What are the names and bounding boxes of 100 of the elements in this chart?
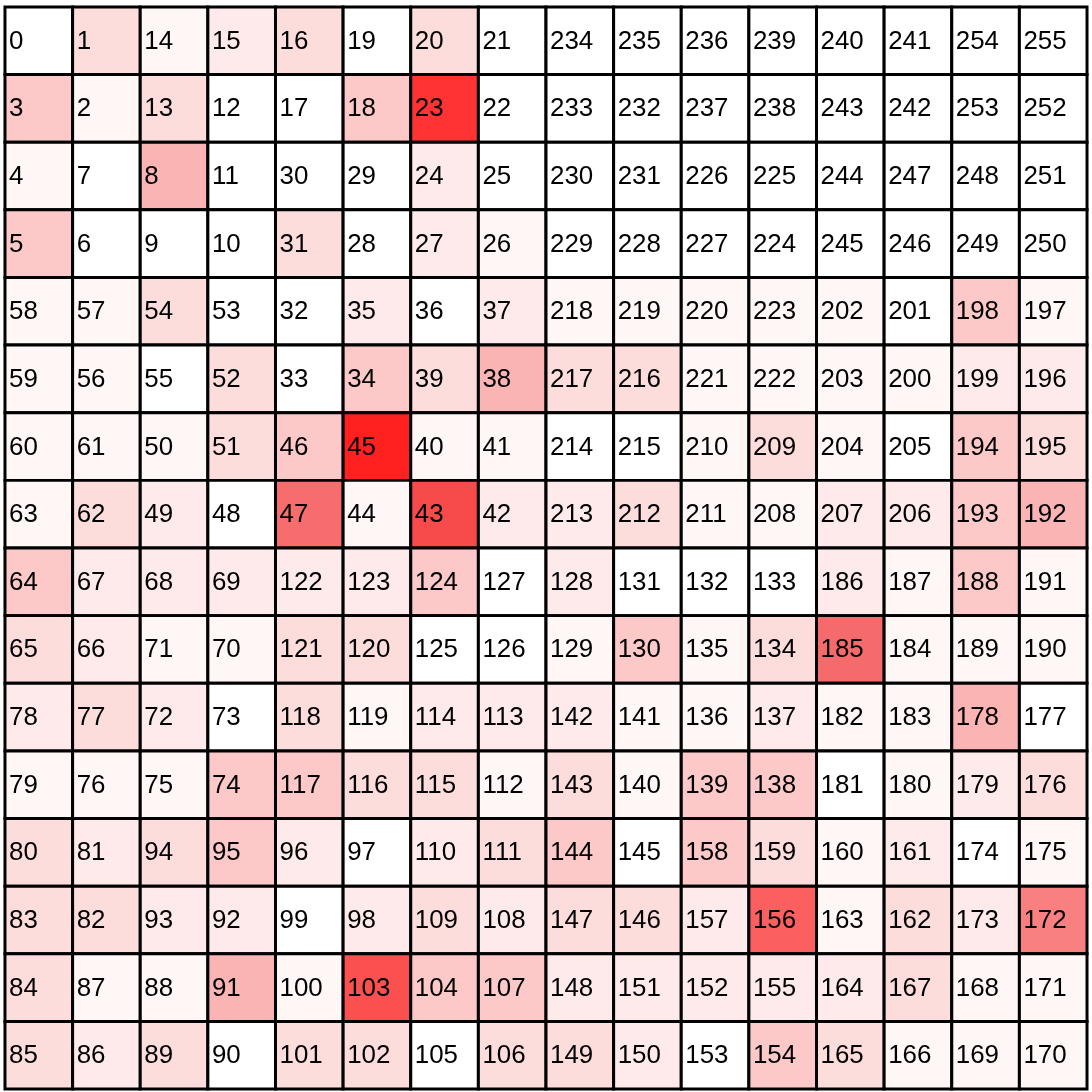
data-label: 12 <box>211 93 241 122</box>
data-label: 36 <box>414 296 444 325</box>
data-label: 105 <box>414 1040 459 1069</box>
data-label: 247 <box>888 161 932 190</box>
data-label: 144 <box>550 837 594 866</box>
data-label: 42 <box>482 499 512 528</box>
data-label: 241 <box>888 25 932 54</box>
data-label: 73 <box>211 702 241 731</box>
data-label: 172 <box>1023 904 1067 933</box>
data-label: 59 <box>9 363 38 392</box>
data-label: 248 <box>955 161 1000 190</box>
data-label: 30 <box>279 161 309 190</box>
data-label: 71 <box>144 634 174 663</box>
data-label: 245 <box>820 228 864 257</box>
data-label: 89 <box>144 1040 174 1069</box>
data-label: 202 <box>820 296 864 325</box>
data-label: 79 <box>9 769 38 798</box>
data-label: 74 <box>211 769 241 798</box>
data-label: 110 <box>414 837 457 866</box>
data-label: 95 <box>211 837 241 866</box>
data-label: 244 <box>820 161 864 190</box>
data-label: 145 <box>617 837 661 866</box>
data-label: 127 <box>482 566 526 595</box>
data-label: 215 <box>617 431 661 460</box>
data-label: 246 <box>888 228 932 257</box>
data-label: 113 <box>482 702 524 731</box>
data-label: 255 <box>1023 25 1067 54</box>
data-label: 15 <box>211 25 241 54</box>
data-label: 4 <box>9 161 24 190</box>
data-label: 6 <box>76 228 92 257</box>
data-label: 143 <box>550 769 594 798</box>
data-label: 190 <box>1023 634 1067 663</box>
data-label: 7 <box>76 161 92 190</box>
data-label: 214 <box>550 431 594 460</box>
data-label: 158 <box>685 837 729 866</box>
data-label: 104 <box>414 972 459 1001</box>
data-label: 90 <box>211 1040 241 1069</box>
data-label: 232 <box>617 93 661 122</box>
data-label: 102 <box>347 1040 391 1069</box>
data-label: 112 <box>482 769 524 798</box>
data-label: 216 <box>617 363 661 392</box>
data-label: 31 <box>279 228 309 257</box>
data-label: 233 <box>550 93 594 122</box>
data-label: 251 <box>1023 161 1067 190</box>
data-label: 116 <box>347 769 389 798</box>
data-label: 70 <box>211 634 241 663</box>
data-label: 197 <box>1023 296 1067 325</box>
data-label: 139 <box>685 769 729 798</box>
data-label: 179 <box>955 769 1000 798</box>
data-label: 142 <box>550 702 594 731</box>
data-label: 129 <box>550 634 594 663</box>
data-label: 22 <box>482 93 512 122</box>
data-label: 96 <box>279 837 309 866</box>
data-label: 223 <box>752 296 797 325</box>
data-label: 235 <box>617 25 661 54</box>
data-label: 45 <box>347 431 376 460</box>
data-label: 40 <box>414 431 444 460</box>
data-label: 150 <box>617 1040 661 1069</box>
data-label: 236 <box>685 25 729 54</box>
data-label: 221 <box>685 363 729 392</box>
data-label: 188 <box>955 566 1000 595</box>
data-label: 207 <box>820 499 864 528</box>
data-label: 211 <box>685 499 727 528</box>
data-label: 198 <box>955 296 1000 325</box>
data-label: 55 <box>144 363 174 392</box>
data-label: 72 <box>144 702 174 731</box>
data-label: 84 <box>9 972 38 1001</box>
data-label: 178 <box>955 702 1000 731</box>
data-label: 101 <box>279 1040 323 1069</box>
data-label: 82 <box>76 904 106 933</box>
data-label: 122 <box>279 566 323 595</box>
data-label: 153 <box>685 1040 729 1069</box>
data-label: 222 <box>752 363 797 392</box>
data-label: 181 <box>820 769 864 798</box>
data-label: 24 <box>414 161 444 190</box>
data-label: 148 <box>550 972 594 1001</box>
data-label: 204 <box>820 431 864 460</box>
data-label: 199 <box>955 363 1000 392</box>
data-label: 75 <box>144 769 174 798</box>
data-label: 120 <box>347 634 391 663</box>
data-label: 123 <box>347 566 391 595</box>
data-label: 151 <box>617 972 661 1001</box>
data-label: 28 <box>347 228 376 257</box>
data-label: 224 <box>752 228 797 257</box>
data-label: 195 <box>1023 431 1067 460</box>
data-label: 41 <box>482 431 512 460</box>
data-label: 219 <box>617 296 661 325</box>
data-label: 125 <box>414 634 459 663</box>
data-label: 27 <box>414 228 444 257</box>
data-label: 63 <box>9 499 38 528</box>
data-label: 88 <box>144 972 174 1001</box>
data-label: 218 <box>550 296 594 325</box>
data-label: 249 <box>955 228 1000 257</box>
data-label: 11 <box>211 161 239 190</box>
data-label: 155 <box>752 972 797 1001</box>
data-label: 171 <box>1023 972 1067 1001</box>
data-label: 149 <box>550 1040 594 1069</box>
data-label: 108 <box>482 904 526 933</box>
data-label: 21 <box>482 25 512 54</box>
data-label: 35 <box>347 296 376 325</box>
